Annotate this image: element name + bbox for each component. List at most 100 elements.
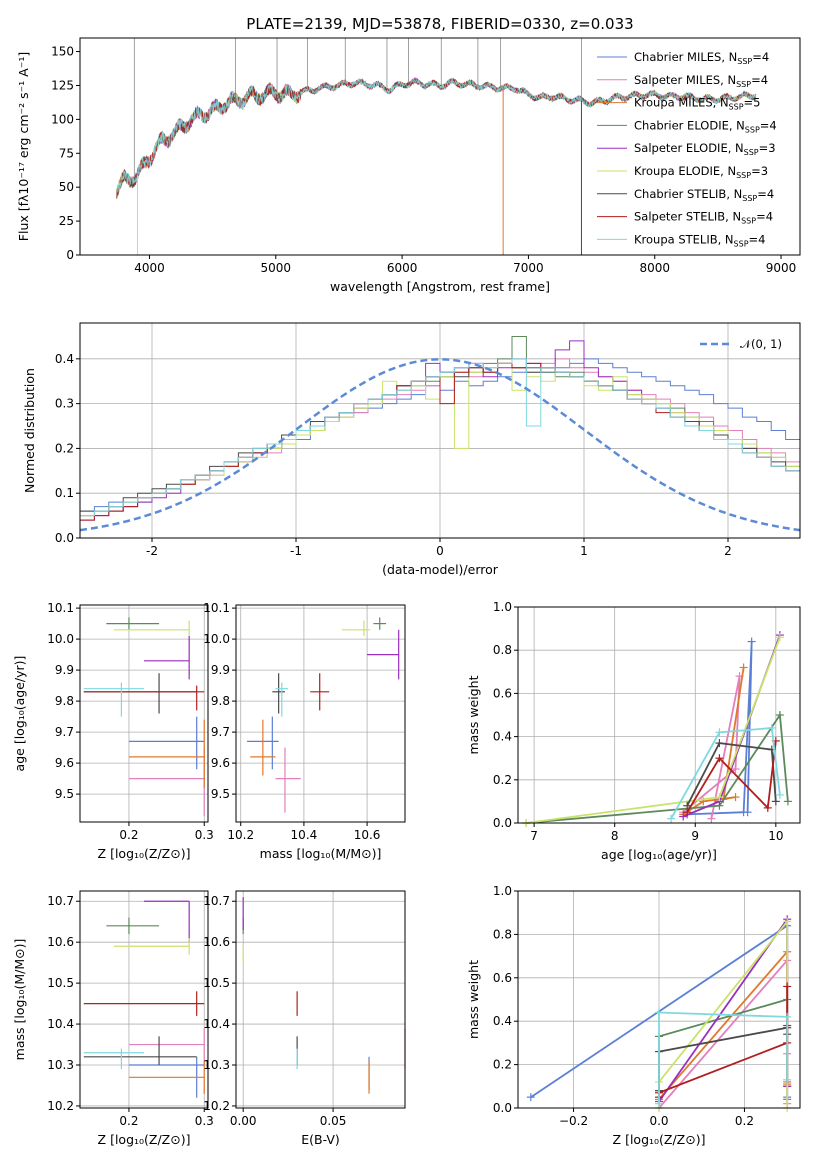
x-tick-label: 9 <box>691 829 699 843</box>
y-tick-label: 0.2 <box>55 441 74 455</box>
weight-vs-metallicity-panel: −0.2 0.0 0.2 0.0 0.2 0.4 0.6 0.8 1.0 Z [log₁₀(Z/Z… <box>466 884 801 1147</box>
x-tick-label: 2 <box>724 544 732 558</box>
y-tick-label: 9.6 <box>211 756 230 770</box>
x-tick-label: 0.05 <box>320 1114 347 1128</box>
weights-chabrier-elodie <box>526 712 789 824</box>
y-tick-label: 0.4 <box>493 1014 512 1028</box>
x-tick-label: 0.2 <box>735 1114 754 1128</box>
legend-label: Salpeter MILES, NSSP=4 <box>634 73 768 89</box>
y-tick-label: 75 <box>59 146 74 160</box>
y-tick-label: 0.8 <box>493 927 512 941</box>
mass-vs-metallicity-panel: 0.2 0.3 10.2 10.3 10.4 10.5 10.6 10.7 Z [log₁₀(Z… <box>12 890 214 1147</box>
x-axis-label: (data-model)/error <box>382 562 499 577</box>
y-tick-label: 10.2 <box>203 1099 230 1113</box>
x-tick-label: 0 <box>436 544 444 558</box>
y-tick-label: 10.5 <box>47 976 74 990</box>
age-vs-metallicity-panel: 0.2 0.3 9.5 9.6 9.7 9.8 9.9 10.0 10.1 Z [log₁₀(Z/… <box>12 601 214 861</box>
spectrum-line-kroupa-stelib <box>116 78 757 193</box>
x-tick-label: 0.3 <box>195 828 214 842</box>
hist-chabrier-miles <box>80 358 800 512</box>
x-axis-label: Z [log₁₀(Z/Z⊙)] <box>613 1132 706 1147</box>
weight-vs-age-panel: 7 8 9 10 0.0 0.2 0.4 0.6 0.8 1.0 age [log₁₀(age/yr… <box>466 600 801 862</box>
y-tick-label: 10.0 <box>203 632 230 646</box>
x-tick-label: 8000 <box>639 261 670 275</box>
axes-frame <box>235 890 406 1109</box>
y-tick-label: 9.6 <box>55 756 74 770</box>
weights-salpeter-elodie <box>682 634 781 818</box>
y-axis-label: Normed distribution <box>22 368 37 493</box>
y-tick-label: 0.4 <box>55 352 74 366</box>
legend-label: Salpeter STELIB, NSSP=4 <box>634 210 773 226</box>
x-tick-label: 5000 <box>261 261 292 275</box>
x-tick-label: -2 <box>146 544 158 558</box>
hist-salpeter-miles <box>80 358 800 517</box>
x-axis-label: age [log₁₀(age/yr)] <box>601 847 717 862</box>
x-axis-label: mass [log₁₀(M/M⊙)] <box>260 846 382 861</box>
y-tick-label: 1.0 <box>493 600 512 614</box>
y-tick-label: 10.2 <box>47 1099 74 1113</box>
weights-salpeter-stelib <box>686 740 777 813</box>
x-tick-label: 10.4 <box>291 828 318 842</box>
y-tick-label: 100 <box>51 112 74 126</box>
y-tick-label: 0 <box>66 248 74 262</box>
x-axis-label: E(B-V) <box>301 1132 340 1147</box>
axes-frame <box>517 606 801 824</box>
y-axis-label: mass [log₁₀(M/M⊙)] <box>12 939 27 1061</box>
x-tick-label: -1 <box>290 544 302 558</box>
legend-label: Chabrier STELIB, NSSP=4 <box>634 187 774 203</box>
residual-histogram-panel: -2 -1 0 1 2 0.0 0.1 0.2 0.3 0.4 (data-model)/error… <box>22 322 801 577</box>
x-tick-label: 7000 <box>513 261 544 275</box>
y-tick-label: 9.9 <box>55 663 74 677</box>
y-tick-label: 125 <box>51 78 74 92</box>
y-axis-label: mass weight <box>466 960 481 1039</box>
y-tick-label: 10.3 <box>47 1058 74 1072</box>
hist-salpeter-stelib <box>80 362 800 521</box>
x-tick-label: 10.2 <box>227 828 254 842</box>
y-tick-label: 10.1 <box>203 601 230 615</box>
y-tick-label: 50 <box>59 180 74 194</box>
y-tick-label: 9.5 <box>55 787 74 801</box>
axes-frame <box>79 37 801 256</box>
y-tick-label: 9.7 <box>55 725 74 739</box>
y-tick-label: 9.7 <box>211 725 230 739</box>
y-tick-label: 1.0 <box>493 884 512 898</box>
axes-frame <box>79 604 209 823</box>
y-tick-label: 9.8 <box>211 694 230 708</box>
weights-kroupa-miles <box>658 949 789 1100</box>
y-tick-label: 0.2 <box>493 773 512 787</box>
legend-label: Salpeter ELODIE, NSSP=3 <box>634 141 776 157</box>
y-tick-label: 0.1 <box>55 486 74 500</box>
weights-salpeter-miles <box>682 675 741 819</box>
spectrum-lines <box>116 38 757 255</box>
weights-kroupa-miles <box>682 667 745 816</box>
x-tick-label: 9000 <box>766 261 797 275</box>
legend-label: Chabrier MILES, NSSP=4 <box>634 50 769 66</box>
y-tick-label: 10.7 <box>47 894 74 908</box>
y-axis-label: Flux [fλ10⁻¹⁷ erg cm⁻² s⁻¹ A⁻¹] <box>16 52 31 241</box>
x-tick-label: 6000 <box>387 261 418 275</box>
legend-label: 𝒩(0, 1) <box>740 337 782 351</box>
legend-label: Kroupa ELODIE, NSSP=3 <box>634 164 768 180</box>
y-tick-label: 10.5 <box>203 976 230 990</box>
y-tick-label: 25 <box>59 214 74 228</box>
legend-label: Kroupa STELIB, NSSP=4 <box>634 232 765 248</box>
mass-vs-extinction-panel: 0.00 0.05 10.2 10.3 10.4 10.5 10.6 10.7 E(B-V) <box>203 890 406 1147</box>
x-tick-label: 0.00 <box>230 1114 257 1128</box>
weights-kroupa-stelib <box>670 727 781 820</box>
y-tick-label: 0.0 <box>493 816 512 830</box>
spectrum-panel: 4000 5000 6000 7000 8000 9000 0 25 50 75 100 125 150… <box>16 37 801 294</box>
x-tick-label: 0.2 <box>119 1114 138 1128</box>
x-tick-label: 4000 <box>134 261 165 275</box>
y-tick-label: 10.6 <box>47 935 74 949</box>
y-tick-label: 9.8 <box>55 694 74 708</box>
axes-frame <box>517 890 801 1109</box>
y-tick-label: 0.6 <box>493 686 512 700</box>
weights-kroupa-stelib <box>658 1011 789 1104</box>
y-tick-label: 0.4 <box>493 730 512 744</box>
axes-frame <box>79 890 209 1109</box>
x-tick-label: 0.2 <box>119 828 138 842</box>
y-tick-label: 0.0 <box>55 531 74 545</box>
spectrum-title: PLATE=2139, MJD=53878, FIBERID=0330, z=0… <box>246 15 633 33</box>
y-tick-label: 0.3 <box>55 397 74 411</box>
y-tick-label: 10.7 <box>203 894 230 908</box>
